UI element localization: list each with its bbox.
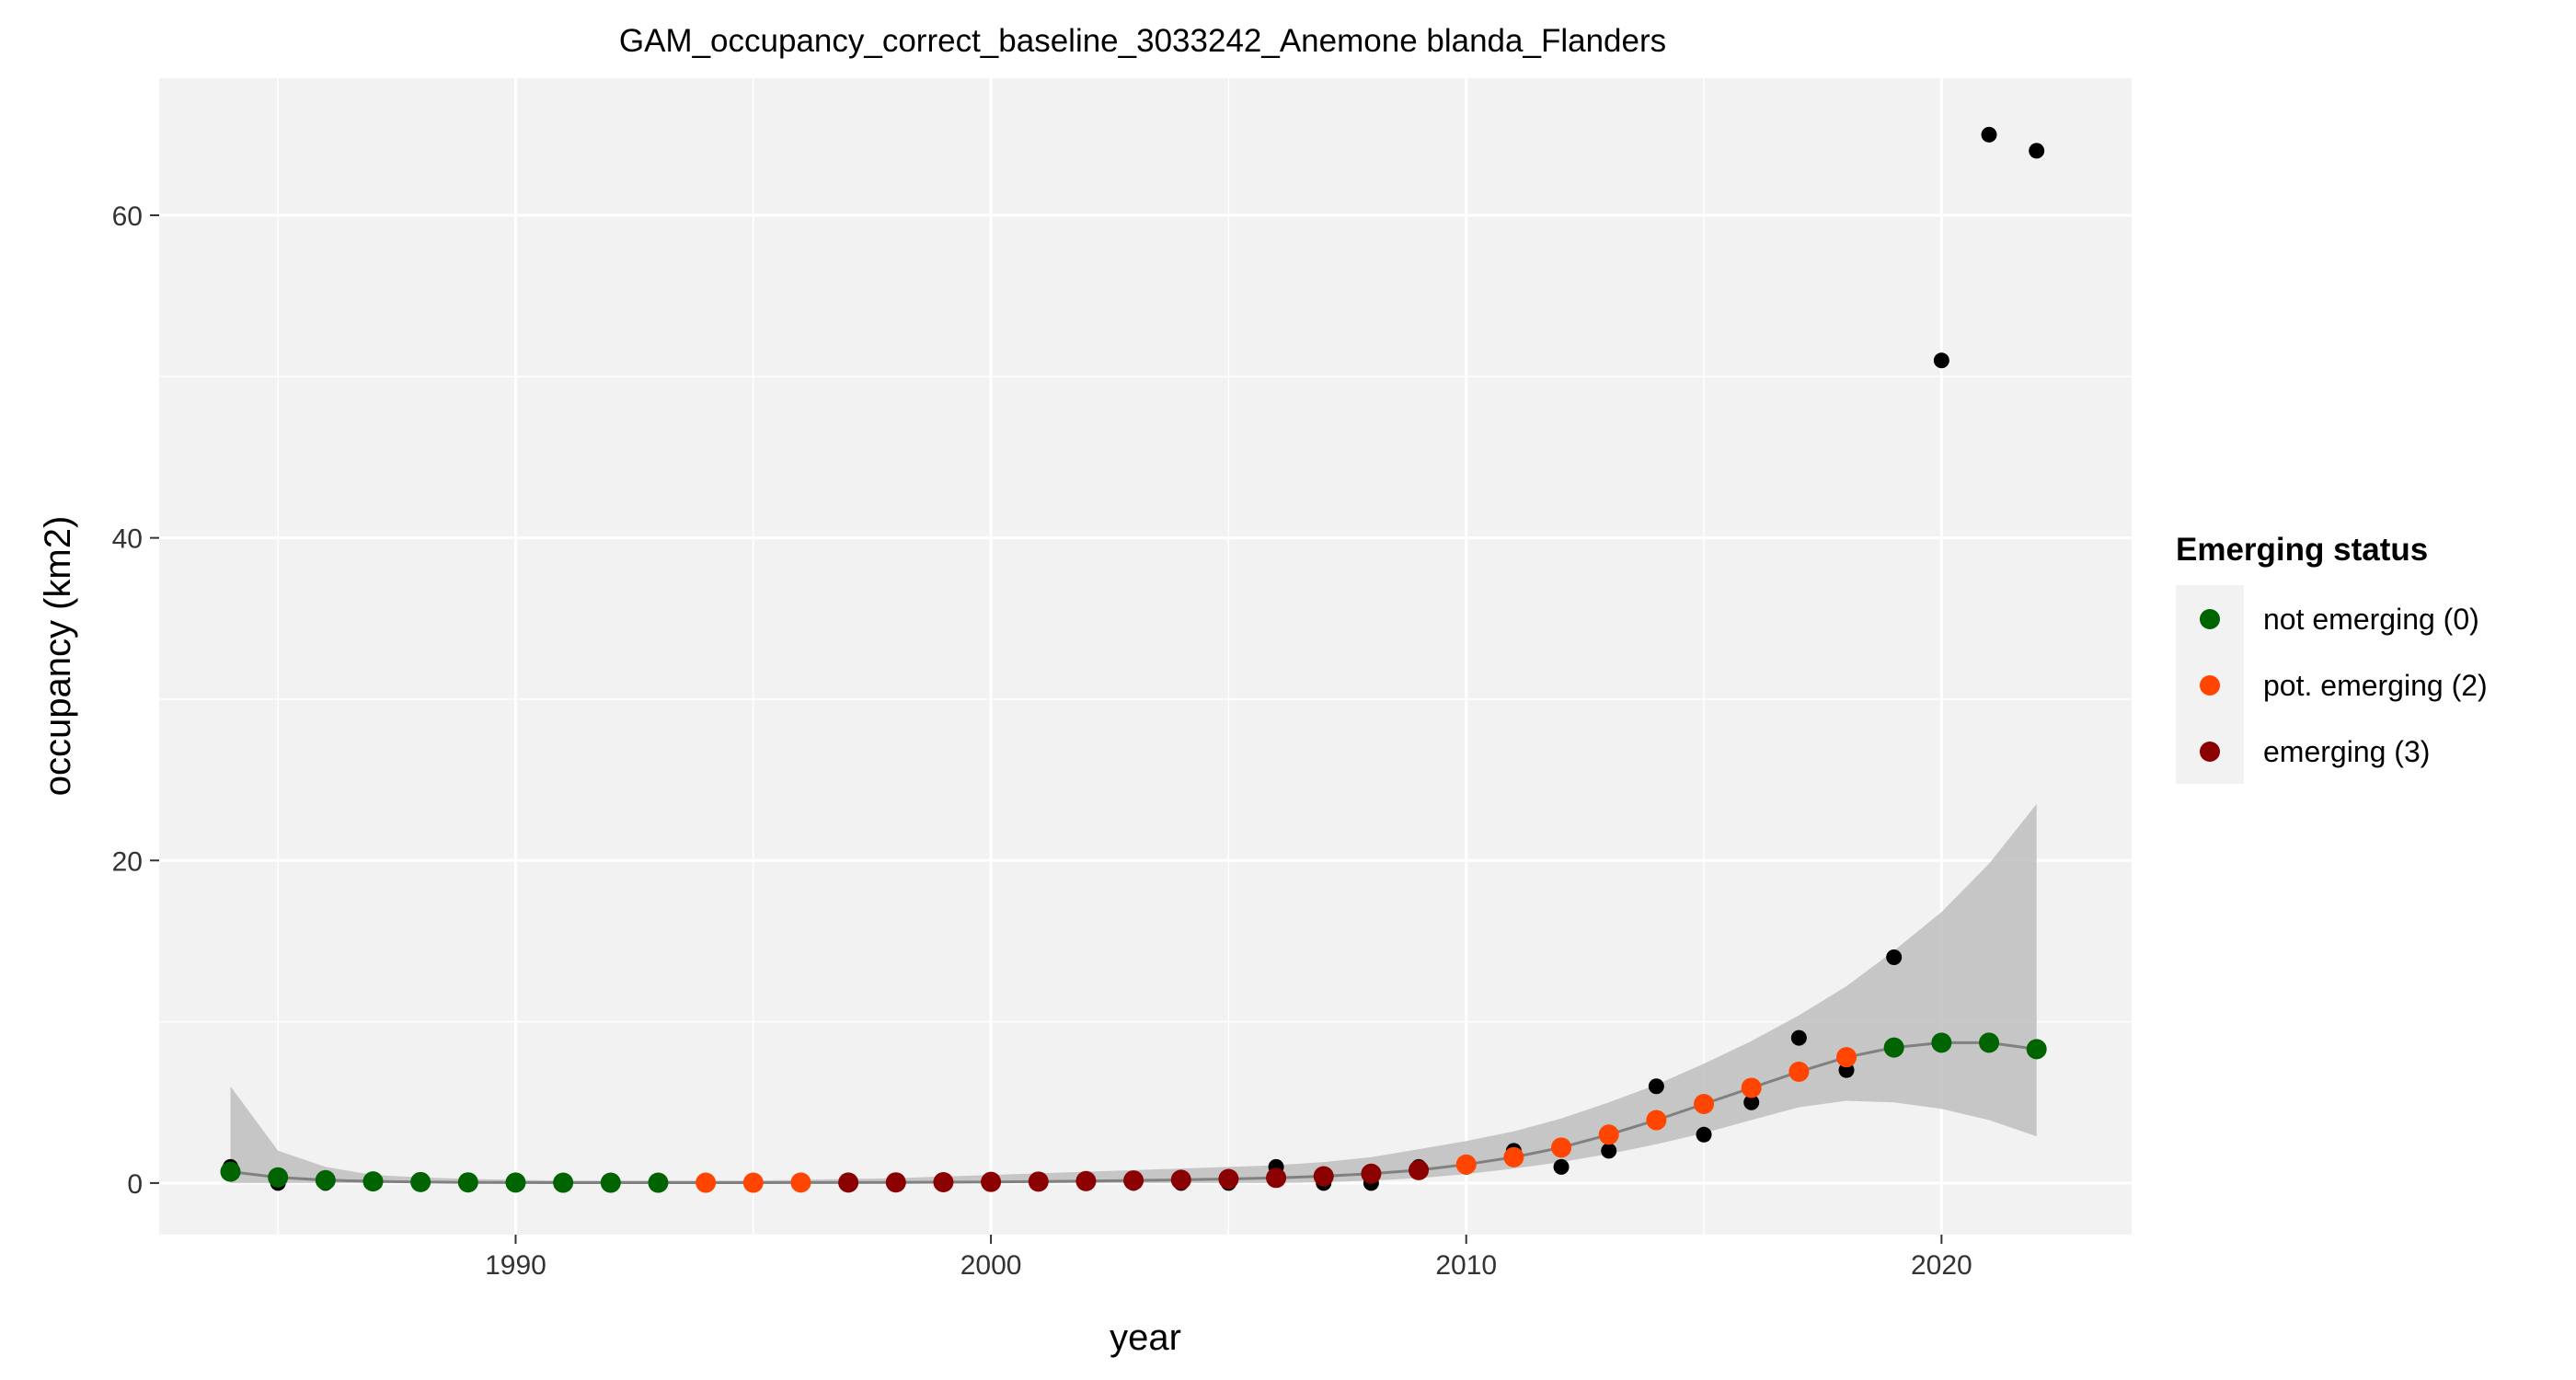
fitted-point	[1028, 1171, 1049, 1192]
legend-key-2	[2200, 742, 2220, 762]
fitted-point	[648, 1172, 669, 1193]
axis-ticks	[150, 214, 1943, 1244]
y-tick-label: 20	[112, 846, 143, 877]
fitted-point	[457, 1172, 478, 1193]
fitted-point	[1170, 1169, 1191, 1190]
fitted-point	[362, 1171, 384, 1192]
fitted-point	[1694, 1093, 1715, 1114]
fitted-point	[1598, 1124, 1619, 1145]
fitted-point	[1075, 1170, 1097, 1191]
fitted-point	[1931, 1032, 1952, 1053]
observed-point	[1743, 1094, 1760, 1110]
x-axis-title: year	[1110, 1317, 1181, 1358]
x-tick-labels: 1990 2000 2010 2020	[485, 1250, 1972, 1281]
observed-point	[1553, 1158, 1570, 1175]
observed-point	[1933, 352, 1949, 369]
x-tick-label: 2020	[1911, 1250, 1972, 1281]
legend-key-0	[2200, 609, 2220, 629]
fitted-point	[1123, 1170, 1144, 1191]
fitted-point	[696, 1172, 717, 1193]
chart-title: GAM_occupancy_correct_baseline_3033242_A…	[619, 23, 1666, 59]
fitted-point	[1361, 1163, 1382, 1184]
fitted-point	[1741, 1077, 1762, 1098]
fitted-point	[1266, 1167, 1287, 1189]
fitted-point	[315, 1169, 336, 1190]
fitted-point	[1788, 1061, 1810, 1082]
y-tick-label: 40	[112, 524, 143, 555]
y-tick-label: 60	[112, 201, 143, 232]
fitted-point	[742, 1172, 764, 1193]
observed-point	[1886, 949, 1903, 965]
fitted-point	[553, 1172, 574, 1193]
fitted-point	[410, 1171, 431, 1192]
fitted-point	[1409, 1159, 1430, 1180]
y-tick-label: 0	[127, 1169, 143, 1200]
legend: Emerging status not emerging (0) pot. eme…	[2176, 532, 2488, 784]
fitted-point	[1455, 1154, 1477, 1175]
legend-label-0: not emerging (0)	[2263, 603, 2479, 636]
x-tick-label: 2000	[960, 1250, 1022, 1281]
x-tick-label: 2010	[1435, 1250, 1497, 1281]
fitted-point	[1551, 1137, 1572, 1158]
fitted-point	[1979, 1032, 2000, 1053]
legend-items: not emerging (0) pot. emerging (2) emergin…	[2200, 603, 2488, 768]
fitted-point	[838, 1172, 859, 1193]
legend-title: Emerging status	[2176, 532, 2428, 568]
fitted-point	[933, 1172, 954, 1193]
observed-point	[2029, 143, 2045, 159]
grid-minor	[159, 78, 2132, 1235]
y-tick-labels: 0 20 40 60	[112, 201, 143, 1200]
observed-point	[1601, 1143, 1617, 1159]
observed-point	[1981, 126, 1997, 143]
fitted-points	[220, 1032, 2047, 1193]
y-axis-title: occupancy (km2)	[38, 516, 78, 797]
observed-point	[1790, 1029, 1807, 1046]
fitted-point	[1646, 1110, 1667, 1131]
legend-key-1	[2200, 675, 2220, 696]
fitted-point	[1836, 1047, 1857, 1068]
fitted-point	[885, 1172, 906, 1193]
observed-point	[1648, 1078, 1664, 1095]
fitted-point	[268, 1167, 289, 1188]
fitted-point	[790, 1172, 811, 1193]
fitted-point	[1503, 1146, 1524, 1167]
fitted-point	[2026, 1039, 2047, 1060]
legend-label-1: pot. emerging (2)	[2263, 669, 2488, 702]
fitted-point	[600, 1172, 621, 1193]
observed-point	[1696, 1126, 1712, 1143]
fitted-point	[505, 1172, 526, 1193]
legend-label-2: emerging (3)	[2263, 735, 2430, 768]
fitted-point	[1883, 1037, 1904, 1058]
fitted-point	[981, 1171, 1002, 1192]
fitted-point	[220, 1161, 241, 1182]
x-tick-label: 1990	[485, 1250, 546, 1281]
fitted-point	[1218, 1168, 1239, 1190]
fitted-point	[1313, 1166, 1334, 1187]
